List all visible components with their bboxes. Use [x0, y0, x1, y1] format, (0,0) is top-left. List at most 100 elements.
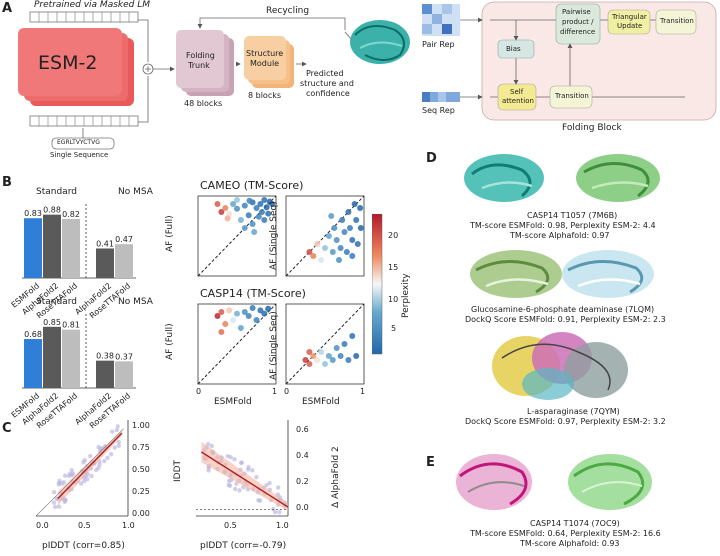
x-tick-label: 1.0: [122, 521, 135, 530]
d-caption-1-line-3: TM-score Alphafold: 0.97: [510, 231, 610, 240]
bar-value-label-0: 0.83: [24, 209, 42, 218]
scatter-point: [112, 445, 117, 450]
scatter-point: [306, 349, 313, 355]
scatter-point: [250, 468, 255, 473]
xlabel-esmfold-2: ESMFold: [302, 397, 340, 407]
bar-value-label-1: 0.88: [43, 206, 61, 215]
scatter-point: [318, 349, 325, 355]
tick-1-2: 1: [360, 387, 366, 396]
y-tick-label: 1.00: [132, 421, 150, 430]
scatter-point: [88, 453, 93, 459]
scatter-point: [222, 321, 229, 327]
d-caption-3-line-1: L-asparaginase (7QYM): [527, 407, 620, 416]
scatter-point: [85, 476, 90, 482]
scatter-casp14-full: [197, 303, 277, 385]
d-caption-1-line-1: CASP14 T1057 (7M6B): [527, 211, 618, 220]
scatter-point: [314, 241, 321, 247]
scatter-point: [234, 310, 240, 317]
perplexity-colorbar: [372, 214, 383, 355]
transition-top-label: Transition: [660, 17, 694, 25]
tick-1-1: 1: [272, 387, 278, 396]
bar-value-label-1: 0.85: [43, 318, 61, 327]
folding-trunk-label-1: Folding: [186, 51, 215, 60]
bar-0: [24, 339, 42, 388]
scatter-point: [263, 204, 270, 211]
bar-value-label-4: 0.37: [115, 352, 133, 361]
scatter-point: [62, 499, 67, 505]
scatter-point: [310, 353, 317, 359]
scatter-point: [224, 215, 231, 222]
tick-0-2: 0: [284, 387, 290, 396]
scatter-point: [96, 444, 101, 450]
scatter-casp14-single: [285, 303, 365, 385]
fit-line: [201, 451, 289, 508]
x-tick-label: 0.0: [36, 521, 49, 530]
scatter-point: [69, 468, 74, 473]
scatter-point: [93, 467, 99, 473]
transition-bottom-box: [549, 85, 593, 109]
triangular-box: [607, 9, 651, 35]
no-msa-label-1: No MSA: [118, 187, 153, 197]
panel-label-c: C: [2, 421, 12, 436]
panel-a-diagram: [18, 11, 410, 150]
scatter-point: [329, 357, 336, 363]
scatter-point: [241, 225, 248, 231]
scatter-point: [67, 473, 72, 479]
scatter-point: [116, 440, 122, 445]
scatter-point: [325, 233, 332, 239]
pairwise-label-3: difference: [560, 28, 596, 36]
scatter-point: [257, 201, 264, 207]
scatter-point: [346, 225, 353, 231]
seq-rep-label: Seq Rep: [422, 106, 455, 115]
folding-trunk-label-2: Trunk: [188, 61, 210, 70]
ylabel-af-single-2: AF (Single Seq): [269, 311, 279, 380]
fit-confidence-band: [201, 441, 288, 511]
predicted-label-2: structure and: [300, 79, 354, 88]
colorbar-tick-20: 20: [388, 231, 399, 240]
scatter-point: [97, 462, 102, 468]
folding-trunk-stack: [176, 30, 234, 96]
c2-ylabel: Δ AlphaFold 2: [331, 446, 341, 508]
scatter-point: [345, 209, 352, 215]
scatter-cameo-single: [285, 195, 365, 277]
scatter-point: [237, 325, 244, 331]
fit-line: [57, 432, 123, 500]
protein-7qym-icon: [492, 332, 628, 400]
scatter-point: [227, 478, 232, 484]
scatter-point: [239, 460, 245, 465]
protein-7oc9-icon: [456, 454, 652, 510]
scatter-point: [251, 229, 258, 235]
ylabel-af-single-1: AF (Single Seq): [269, 201, 279, 270]
scatter-point: [337, 245, 344, 251]
predicted-label-1: Predicted: [306, 69, 344, 78]
x-tick-label: 0.5: [224, 521, 237, 530]
bar-value-label-2: 0.81: [62, 321, 80, 330]
pairwise-box: [555, 3, 601, 45]
scatter-point: [306, 361, 313, 367]
d-caption-3-line-2: DockQ Score ESMFold: 0.97, Perplexity ES…: [465, 417, 666, 426]
c2-xlabel: pIDDT (corr=-0.79): [200, 541, 287, 551]
bias-label: Bias: [506, 45, 521, 53]
predicted-label-3: confidence: [306, 89, 350, 98]
d-caption-1-line-2: TM-score ESMFold: 0.98, Perplexity ESM-2…: [470, 221, 656, 230]
token-row-bottom: [29, 115, 139, 127]
scatter-point: [246, 464, 251, 470]
scatter-point: [258, 209, 265, 215]
pairwise-label-1: Pairwise: [562, 8, 591, 16]
scatter-point: [261, 310, 268, 317]
bar-4: [115, 361, 133, 388]
scatter-point: [205, 441, 211, 447]
scatter-point: [343, 249, 350, 255]
bar-4: [115, 244, 133, 278]
c1-xlabel: pIDDT (corr=0.85): [42, 541, 125, 551]
casp14-title: CASP14 (TM-Score): [200, 287, 306, 300]
scatter-point: [269, 201, 276, 207]
scatter-point: [51, 489, 57, 495]
x-tick-label: 1.0: [276, 521, 289, 530]
self-attention-label-1: Self: [510, 88, 524, 96]
scatter-point: [246, 197, 253, 204]
scatter-point: [245, 212, 252, 219]
plddt-lddt-plot: [35, 420, 129, 517]
esm-stack: [18, 28, 134, 106]
